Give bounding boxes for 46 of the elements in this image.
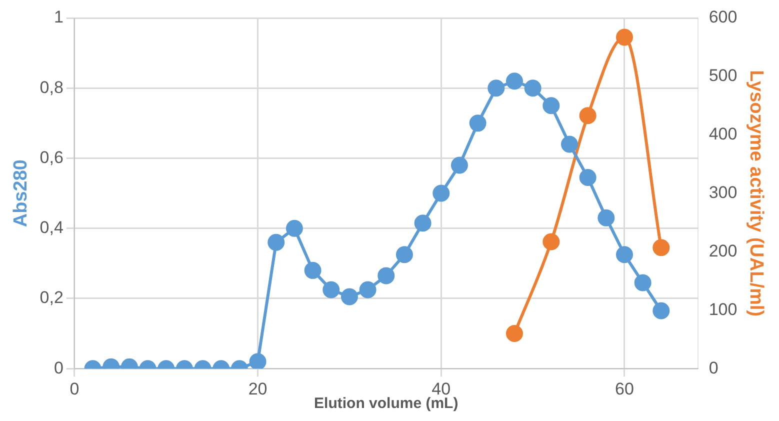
y2-tick-label: 200 (708, 241, 738, 260)
y2-tick-label: 100 (708, 300, 738, 319)
point (506, 325, 523, 342)
y2-tick-label: 0 (708, 358, 718, 378)
point (542, 233, 560, 250)
point (652, 239, 670, 256)
y2-tick-label: 300 (708, 182, 738, 202)
point (304, 262, 322, 279)
point (432, 184, 450, 202)
y-tick-label: 0,4 (40, 218, 64, 238)
point (450, 156, 468, 174)
x-tick-label: 0 (70, 379, 80, 398)
point (268, 234, 285, 251)
y-axis-title: Abs280 (10, 159, 32, 228)
y-tick-label: 0,6 (40, 148, 64, 167)
x-tick-label: 60 (615, 379, 634, 398)
point (579, 107, 596, 124)
point (340, 288, 358, 306)
x-tick-label: 20 (248, 379, 268, 398)
point (359, 281, 376, 298)
point (286, 220, 303, 237)
y2-axis-title: Lysozyme activity (UAL/ml) (745, 70, 766, 316)
y2-tick-label: 400 (708, 124, 738, 144)
point (322, 281, 340, 298)
point (506, 72, 523, 90)
point (560, 136, 578, 153)
point (616, 246, 633, 264)
point (652, 302, 670, 320)
y2-tick-label: 600 (708, 8, 738, 27)
point (598, 209, 615, 226)
point (378, 267, 395, 284)
point (634, 274, 652, 292)
y-tick-label: 0,2 (40, 288, 64, 308)
point (579, 169, 596, 186)
point (249, 353, 266, 369)
point (414, 214, 432, 232)
y-tick-label: 0 (54, 358, 64, 378)
point (524, 80, 542, 97)
point (616, 28, 633, 46)
y-tick-label: 1 (54, 8, 64, 27)
y2-tick-label: 500 (708, 66, 738, 86)
point (488, 80, 505, 97)
y-tick-label: 0,8 (40, 78, 64, 97)
point (469, 114, 486, 132)
point (542, 97, 560, 114)
point (396, 246, 413, 264)
